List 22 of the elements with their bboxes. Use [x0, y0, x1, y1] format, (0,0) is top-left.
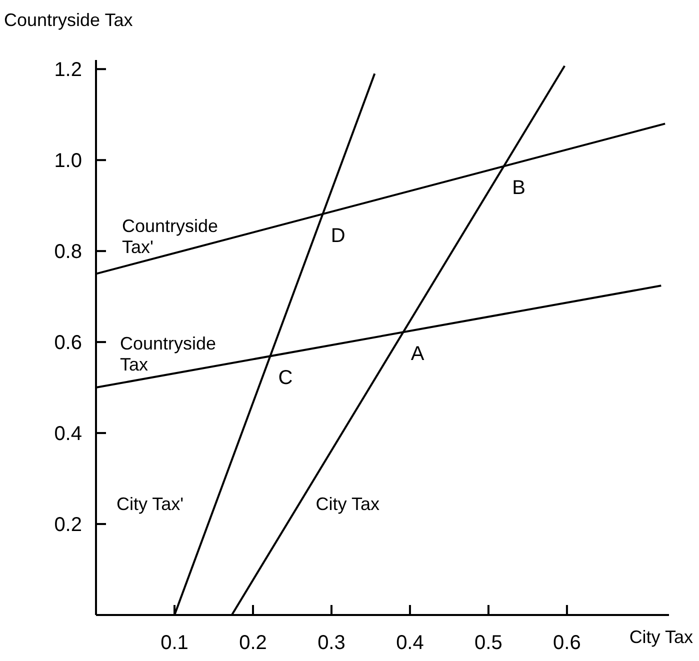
x-axis-title: City Tax [629, 627, 693, 647]
y-tick-label: 0.8 [54, 241, 82, 264]
y-tick-label: 0.2 [54, 514, 82, 536]
annotation: D [330, 225, 346, 248]
x-tick-label: 0.3 [318, 632, 346, 654]
x-tick-label: 0.2 [239, 632, 267, 654]
x-tick-label: 0.1 [160, 632, 188, 654]
y-axis-title: Countryside Tax [4, 10, 133, 30]
annotation: B [512, 176, 526, 199]
annotation: A [410, 343, 425, 366]
series-label: City Tax' [116, 494, 184, 514]
series-label: Countryside Tax [120, 334, 216, 375]
y-tick-label: 1.0 [54, 150, 82, 172]
annotation: C [278, 367, 293, 390]
y-tick-label: 1.2 [54, 59, 82, 82]
y-tick-label: 0.4 [54, 423, 82, 446]
x-tick-label: 0.4 [396, 632, 424, 654]
series-label: City Tax [316, 494, 380, 514]
x-tick-label: 0.6 [553, 632, 581, 654]
y-tick-label: 0.6 [54, 332, 82, 354]
series-label: Countryside Tax' [122, 216, 218, 257]
x-tick-label: 0.5 [474, 632, 502, 654]
